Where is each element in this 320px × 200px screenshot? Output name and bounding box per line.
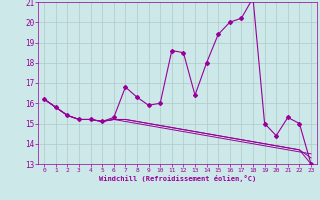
X-axis label: Windchill (Refroidissement éolien,°C): Windchill (Refroidissement éolien,°C) — [99, 175, 256, 182]
